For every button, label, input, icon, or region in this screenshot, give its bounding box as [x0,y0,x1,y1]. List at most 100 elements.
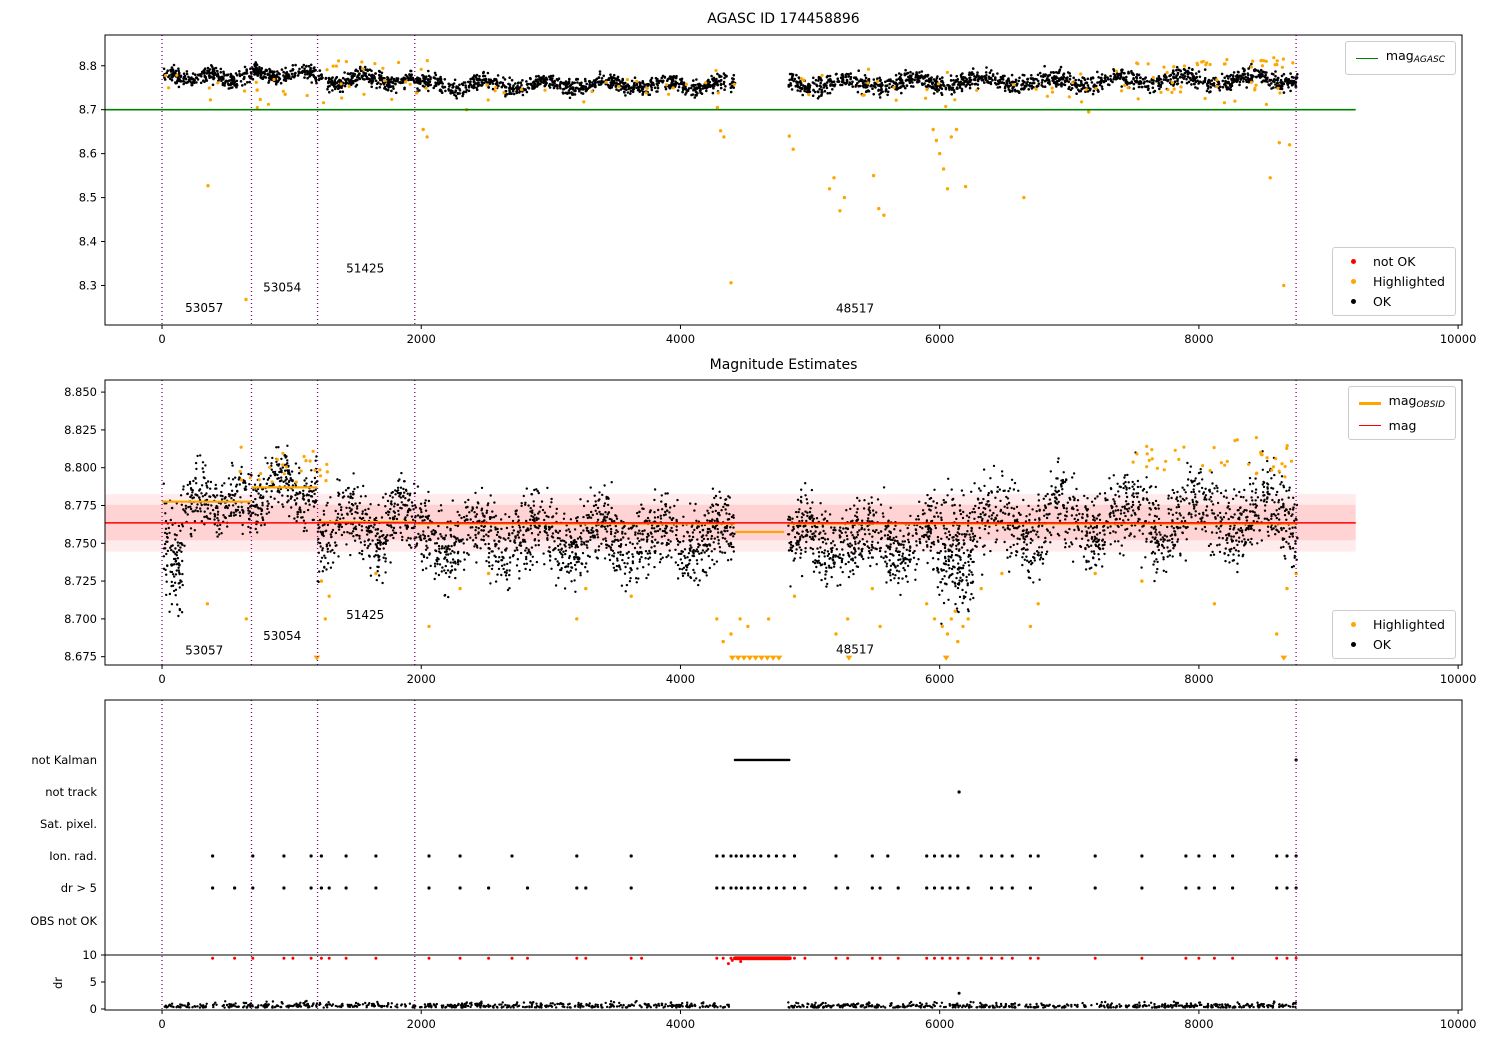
scatter-points-black [250,61,318,86]
tick-label: 6000 [925,332,954,346]
dr-values-points [163,991,1298,1009]
legend-item-not-ok: not OK [1343,253,1445,270]
legend-point-classes: not OK Highlighted OK [1331,247,1456,316]
red-line-icon [1358,425,1381,426]
black-dot-icon [1343,298,1365,306]
scatter-points-orange [238,445,329,484]
legend-label-subscript: OBSID [1416,400,1445,410]
mag-estimates-panel-frame [104,379,1463,666]
tick-label: 8.3 [79,278,97,292]
tick-label: 8.850 [64,385,97,399]
dr-axis-label: dr [51,976,66,990]
tick-label: 8.775 [64,498,97,512]
obsid-label-51425: 51425 [346,261,384,275]
tick-label: 0 [90,1002,97,1016]
scatter-points-orange [325,59,429,72]
flag-points [733,758,1298,762]
scatter-points-orange [1131,436,1294,479]
legend-label-subscript: AGASC [1413,55,1445,65]
legend-label: mag [1388,418,1417,433]
tick-label: 5 [90,975,97,989]
tick-label: 8000 [1184,1017,1213,1031]
scatter-points-black [162,482,184,618]
legend-item-mag-agasc: magAGASC [1355,47,1445,69]
obsid-label-51425: 51425 [346,608,384,622]
tick-label: 4000 [666,332,695,346]
flag-points [211,886,1298,890]
legend-label: not OK [1372,254,1416,269]
flags-panel-frame [104,699,1463,1011]
tick-label: 8.8 [79,59,97,73]
legend-item-highlighted: Highlighted [1343,273,1445,290]
x-axis-ticks: 0 2000 4000 6000 8000 10000 [158,325,1476,346]
clipped-low-markers [313,655,1288,661]
dr-clipped-red-points [211,956,1298,966]
highlighted-outlier-points [206,92,1292,302]
tick-label: 8.5 [79,191,97,205]
row-label-dr-5: dr > 5 [61,881,97,895]
tick-label: 8.675 [64,650,97,664]
row-label-ion-rad-: Ion. rad. [49,849,97,863]
legend-label: Highlighted [1372,274,1445,289]
tick-label: 8.6 [79,147,97,161]
black-dot-icon [1343,641,1365,649]
tick-label: 2000 [407,332,436,346]
y-axis-ticks: 8.3 8.4 8.5 8.6 8.7 8.8 [79,59,105,292]
orange-dot-icon [1343,278,1365,286]
legend-item-highlighted: Highlighted [1343,616,1445,633]
x-axis-ticks: 0 2000 4000 6000 8000 10000 [158,1010,1476,1031]
obsid-label-48517: 48517 [836,643,874,657]
tick-label: 10000 [1440,672,1477,686]
tick-label: 8.825 [64,423,97,437]
obsid-label-53054: 53054 [263,281,301,295]
tick-label: 0 [158,672,165,686]
orange-line-icon [1358,401,1381,405]
legend-point-classes-2: Highlighted OK [1331,610,1456,659]
legend-item-mag: mag [1358,417,1445,434]
dr-axis-ticks: 10 5 0 [82,948,105,1016]
legend-label-main: mag [1388,393,1417,408]
tick-label: 2000 [407,1017,436,1031]
agasc-mag-panel-frame [104,34,1463,326]
legend-label: OK [1372,637,1391,652]
tick-label: 0 [158,1017,165,1031]
tick-label: 8.7 [79,103,97,117]
legend-mag-agasc: magAGASC [1344,41,1456,75]
legend-label: magOBSID [1389,392,1445,414]
tick-label: 10000 [1440,332,1477,346]
obsid-label-53057: 53057 [185,301,223,315]
legend-label: OK [1372,294,1391,309]
tick-label: 8.725 [64,574,97,588]
flag-points [211,854,1298,858]
scatter-points-black [162,63,253,90]
tick-label: 6000 [925,1017,954,1031]
panel2-title: Magnitude Estimates [709,357,858,373]
tick-label: 10 [82,948,97,962]
tick-label: 8.4 [79,235,97,249]
flag-points [957,790,961,794]
green-line-icon [1355,57,1378,59]
row-label-obs-not-ok: OBS not OK [30,914,97,928]
tick-label: 8000 [1184,672,1213,686]
red-dot-icon [1343,258,1365,266]
flags-panel [105,700,1462,1010]
tick-label: 8.750 [64,536,97,550]
panel1-title: AGASC ID 174458896 [707,11,860,27]
obsid-label-53054: 53054 [263,629,301,643]
scatter-points-black [787,62,1299,100]
highlighted-outlier-points [205,571,1298,644]
x-axis-ticks: 0 2000 4000 6000 8000 10000 [158,665,1476,686]
legend-mag-obsid: magOBSID mag [1347,386,1456,440]
tick-label: 8.800 [64,461,97,475]
legend-item-ok: OK [1343,636,1445,653]
row-label-not-kalman: not Kalman [31,753,97,767]
scatter-points-black [181,454,253,547]
scatter-points-orange [799,67,1282,109]
legend-label: Highlighted [1372,617,1445,632]
tick-label: 0 [158,332,165,346]
row-label-sat-pixel-: Sat. pixel. [40,817,97,831]
scatter-points-black [936,477,975,625]
tick-label: 10000 [1440,1017,1477,1031]
scatter-points-orange [1135,56,1295,69]
